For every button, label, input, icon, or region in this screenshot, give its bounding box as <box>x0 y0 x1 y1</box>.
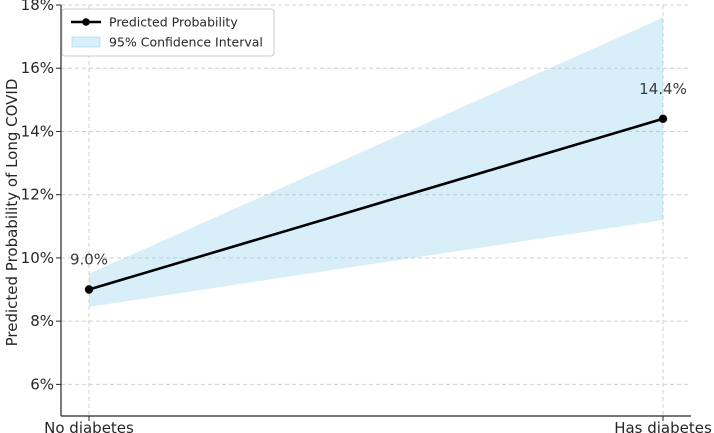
x-ticks: No diabetes Has diabetes <box>44 416 712 433</box>
y-tick-label-6: 18% <box>21 0 54 14</box>
axes <box>60 5 691 417</box>
data-point-0 <box>84 285 94 294</box>
confidence-interval-band <box>89 17 663 307</box>
y-axis-label: Predicted Probability of Long COVID <box>3 79 21 347</box>
legend-ci-swatch <box>71 36 101 48</box>
y-tick-label-5: 16% <box>21 59 54 77</box>
data-points <box>84 114 668 294</box>
x-tick-label-1: Has diabetes <box>614 419 712 433</box>
legend-box <box>61 8 275 57</box>
series-line <box>88 117 664 291</box>
data-point-1 <box>658 114 668 124</box>
x-tick-label-0: No diabetes <box>44 419 134 433</box>
y-ticks: 6% 8% 10% 12% 14% 16% 18% <box>21 0 61 393</box>
y-tick-label-4: 14% <box>21 122 54 140</box>
y-tick-label-0: 6% <box>30 375 54 393</box>
data-label-1: 14.4% <box>639 80 687 98</box>
y-tick-label-1: 8% <box>30 312 54 330</box>
legend-label-predicted: Predicted Probability <box>109 15 238 30</box>
data-labels: 9.0% 14.4% <box>70 80 687 269</box>
grid <box>61 4 691 416</box>
legend-label-ci: 95% Confidence Interval <box>109 35 263 50</box>
legend: Predicted Probability 95% Confidence Int… <box>61 8 275 57</box>
legend-marker-swatch <box>82 18 90 26</box>
y-tick-label-2: 10% <box>21 249 54 267</box>
y-tick-label-3: 12% <box>21 186 54 204</box>
data-label-0: 9.0% <box>70 251 108 269</box>
